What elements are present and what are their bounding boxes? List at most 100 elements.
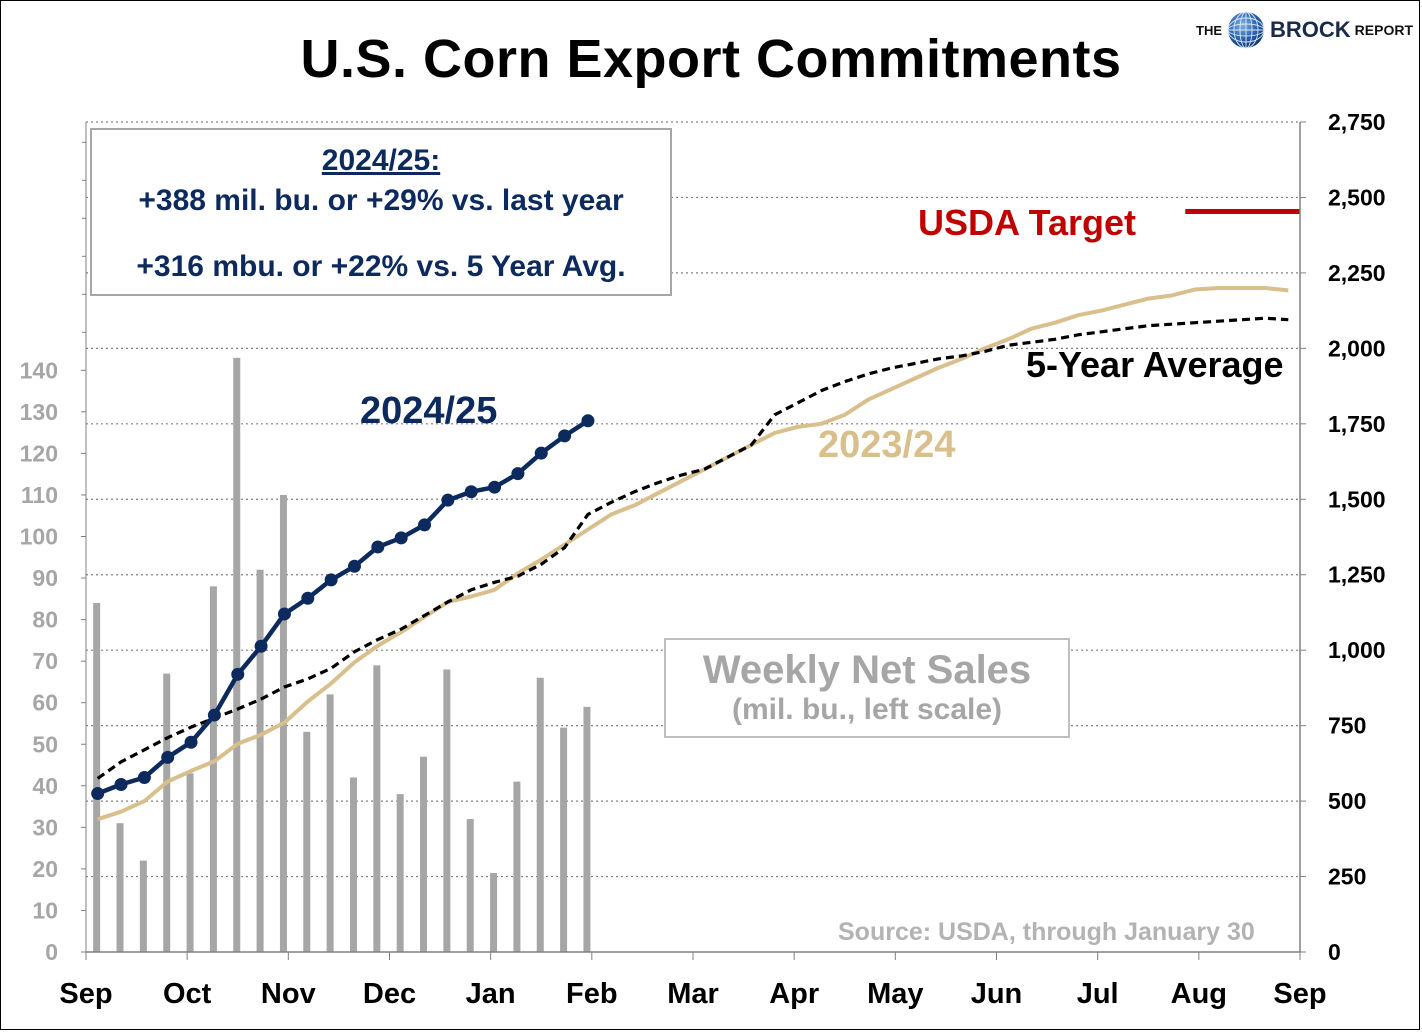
point-2024-25 xyxy=(441,493,455,507)
left-axis-label: 30 xyxy=(32,814,58,840)
weekly-sales-bar xyxy=(93,602,101,952)
chart-title: U.S. Corn Export Commitments xyxy=(300,29,1122,89)
weekly-sales-bars xyxy=(93,357,591,953)
label-2023-24: 2023/24 xyxy=(818,424,956,466)
right-axis-label: 1,750 xyxy=(1328,411,1386,437)
label-usda-target: USDA Target xyxy=(918,202,1137,243)
series-lines xyxy=(91,209,1300,822)
point-2024-25 xyxy=(464,485,478,499)
weekly-sales-bar xyxy=(373,665,381,952)
right-axis-label: 750 xyxy=(1328,713,1366,739)
point-2024-25 xyxy=(161,750,175,764)
right-axis-label: 1,500 xyxy=(1328,486,1386,512)
weekly-sales-bar xyxy=(443,669,451,952)
globe-icon xyxy=(1227,11,1265,49)
left-axis-label: 130 xyxy=(20,399,58,425)
left-axis-label: 70 xyxy=(32,648,58,674)
weekly-sales-bar xyxy=(420,756,428,952)
weekly-sales-bar xyxy=(163,673,171,952)
point-2024-25 xyxy=(91,787,105,801)
weekly-sales-bar xyxy=(513,781,521,952)
brock-report-logo: THE BROCK REPORT xyxy=(1196,10,1413,50)
weekly-sales-bar xyxy=(466,819,474,952)
source-note: Source: USDA, through January 30 xyxy=(838,918,1255,946)
right-axis-label: 500 xyxy=(1328,788,1366,814)
left-axis-label: 140 xyxy=(20,357,58,383)
point-2024-25 xyxy=(301,591,315,605)
weekly-sales-bar xyxy=(116,823,124,952)
point-2024-25 xyxy=(254,639,268,653)
point-2024-25 xyxy=(371,540,385,554)
line-2023-24 xyxy=(97,286,1289,822)
x-axis-label: Mar xyxy=(667,978,719,1010)
x-axis-label: Sep xyxy=(59,978,112,1010)
right-axis-label: 2,500 xyxy=(1328,184,1386,210)
weekly-sales-bar xyxy=(490,873,498,952)
left-axis-label: 0 xyxy=(45,939,58,965)
point-2024-25 xyxy=(394,531,408,545)
weekly-sales-bar xyxy=(560,727,568,952)
left-axis-label: 20 xyxy=(32,856,58,882)
info-box: 2024/25: +388 mil. bu. or +29% vs. last … xyxy=(90,128,672,296)
left-axis-label: 90 xyxy=(32,565,58,591)
point-2024-25 xyxy=(114,777,128,791)
axes: 0 10 20 30 40 50 60 70 80 90 100 110 120 130 140 0 250 50… xyxy=(20,109,1386,1010)
weekly-sales-bar xyxy=(139,860,147,952)
right-axis-label: 0 xyxy=(1328,939,1341,965)
left-axis-label: 40 xyxy=(32,773,58,799)
label-2024-25: 2024/25 xyxy=(360,390,498,432)
weekly-sales-bar xyxy=(349,777,357,952)
weekly-sales-bar xyxy=(186,773,194,952)
weekly-sales-bar xyxy=(396,794,404,952)
info-heading: 2024/25: xyxy=(321,144,441,177)
x-axis-label: Jun xyxy=(971,978,1023,1010)
weekly-sales-bar xyxy=(303,731,311,952)
logo-brock: BROCK xyxy=(1270,17,1351,42)
x-axis-label: Sep xyxy=(1273,978,1326,1010)
x-axis-label: Dec xyxy=(363,978,416,1010)
point-2024-25 xyxy=(558,429,572,443)
weekly-sales-bar xyxy=(326,694,334,952)
x-axis-label: Oct xyxy=(163,978,212,1010)
weekly-sales-bar xyxy=(583,706,591,952)
point-2024-25 xyxy=(324,573,338,587)
logo-the: THE xyxy=(1196,22,1222,38)
x-axis-label: May xyxy=(867,978,923,1010)
point-2024-25 xyxy=(488,480,502,494)
right-axis-label: 1,250 xyxy=(1328,562,1386,588)
point-2024-25 xyxy=(231,667,245,681)
x-axis-label: Aug xyxy=(1171,978,1227,1010)
point-2024-25 xyxy=(277,607,291,621)
left-axis-label: 80 xyxy=(32,607,58,633)
label-5-year-average: 5-Year Average xyxy=(1026,344,1284,385)
point-2024-25 xyxy=(534,446,548,460)
point-2024-25 xyxy=(511,467,525,481)
point-2024-25 xyxy=(184,735,198,749)
weekly-sales-bar xyxy=(256,569,264,952)
x-axis-label: Nov xyxy=(261,978,316,1010)
x-axis-label: Jul xyxy=(1077,978,1119,1010)
right-axis-label: 1,000 xyxy=(1328,637,1386,663)
point-2024-25 xyxy=(418,518,432,532)
weekly-sales-subtitle: (mil. bu., left scale) xyxy=(731,693,1003,726)
weekly-sales-bar xyxy=(233,357,241,953)
point-2024-25 xyxy=(581,414,595,428)
right-axis-label: 250 xyxy=(1328,864,1366,890)
weekly-sales-box: Weekly Net Sales (mil. bu., left scale) xyxy=(664,638,1070,738)
left-axis-label: 120 xyxy=(20,440,58,466)
right-axis-label: 2,750 xyxy=(1328,109,1386,135)
point-2024-25 xyxy=(207,708,221,722)
info-line-1: +388 mil. bu. or +29% vs. last year xyxy=(138,184,624,217)
left-axis-label: 10 xyxy=(32,897,58,923)
x-axis-label: Feb xyxy=(566,978,618,1010)
line-5-year-average xyxy=(96,316,1289,780)
logo-report: REPORT xyxy=(1354,22,1414,38)
left-axis-label: 110 xyxy=(21,482,58,508)
point-2024-25 xyxy=(347,559,361,573)
right-axis-label: 2,000 xyxy=(1328,335,1386,361)
line-2024-25 xyxy=(96,418,590,796)
x-axis-label: Apr xyxy=(769,978,819,1010)
point-2024-25 xyxy=(137,771,151,785)
left-axis-label: 60 xyxy=(32,690,58,716)
